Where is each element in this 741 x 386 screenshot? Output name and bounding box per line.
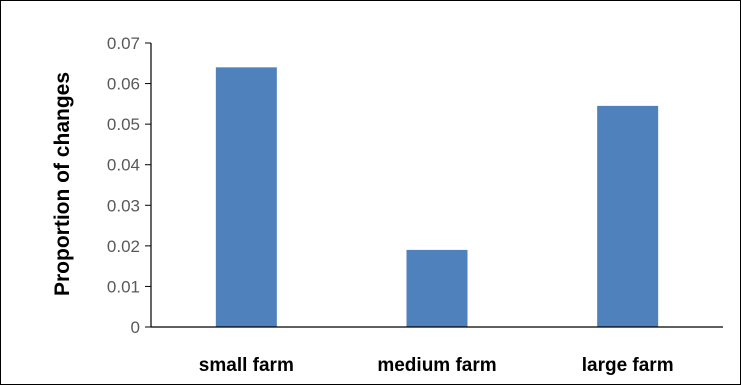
y-tick-label: 0.04 [107, 156, 140, 175]
bar [215, 67, 277, 327]
y-tick-label: 0.03 [107, 196, 140, 215]
y-tick-label: 0.01 [107, 277, 140, 296]
bar [597, 105, 659, 327]
y-tick-label: 0.02 [107, 237, 140, 256]
x-category-label: small farm [199, 355, 294, 376]
y-tick-label: 0 [131, 318, 140, 337]
y-axis-title-group: Proportion of changes [51, 72, 74, 296]
y-tick-label: 0.06 [107, 75, 140, 94]
x-category-label: medium farm [377, 355, 496, 376]
y-tick-label: 0.07 [107, 34, 140, 53]
y-axis-title: Proportion of changes [51, 72, 74, 296]
x-category-label: large farm [582, 355, 674, 376]
bar [406, 249, 468, 327]
plot-area: 0 0.01 0.02 0.03 0.04 0.05 0.06 0.07 small farm m… [107, 34, 723, 376]
y-tick-label: 0.05 [107, 115, 140, 134]
